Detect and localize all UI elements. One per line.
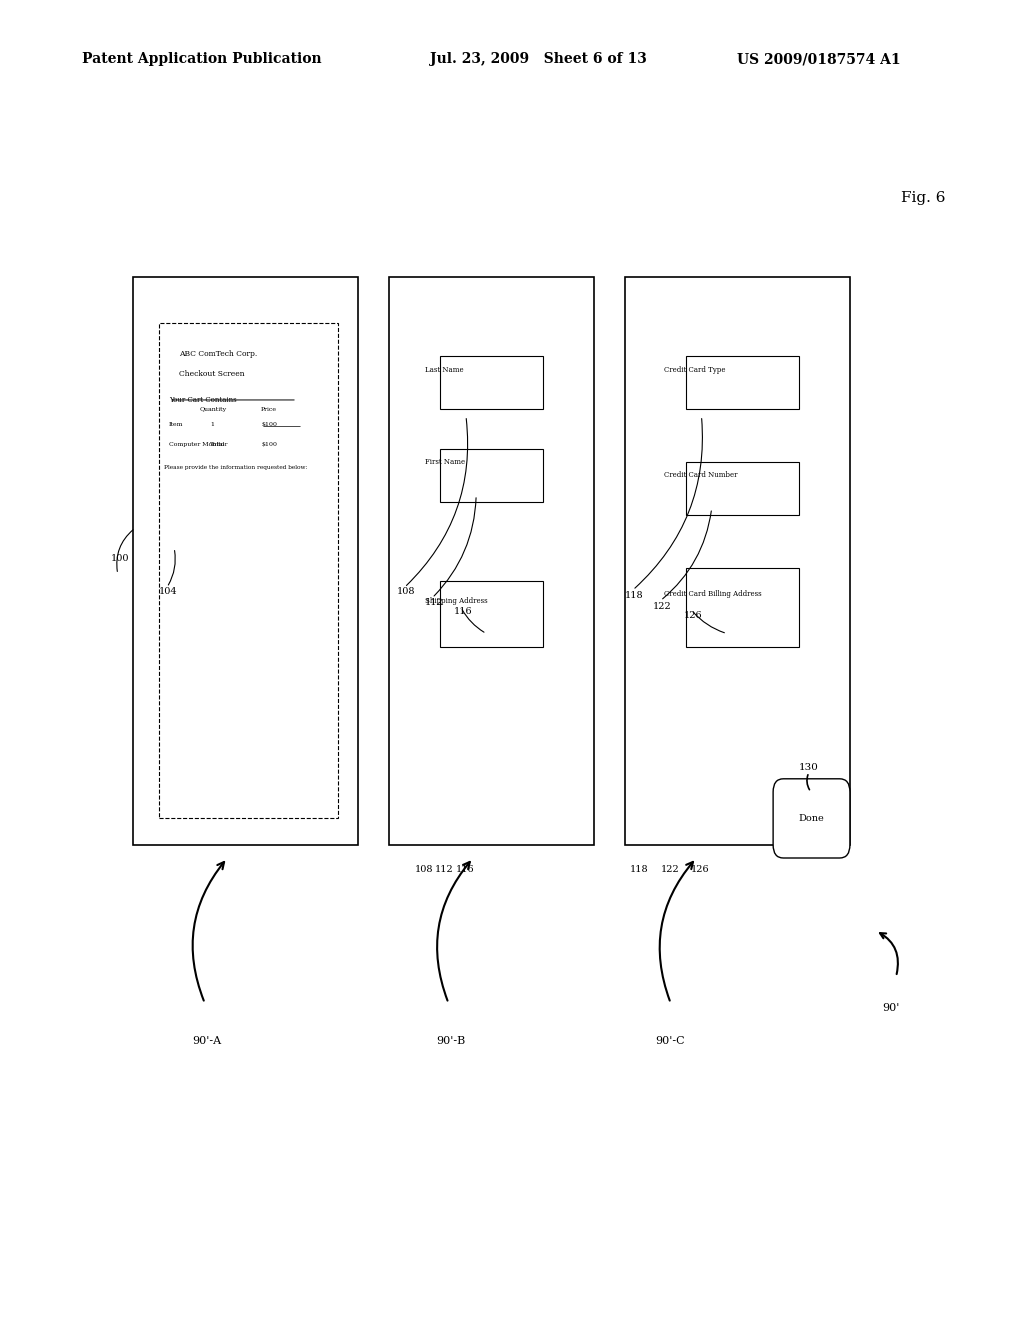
- FancyBboxPatch shape: [133, 277, 358, 845]
- Text: Patent Application Publication: Patent Application Publication: [82, 53, 322, 66]
- Text: Computer Monitor: Computer Monitor: [169, 442, 227, 447]
- Text: Jul. 23, 2009   Sheet 6 of 13: Jul. 23, 2009 Sheet 6 of 13: [430, 53, 647, 66]
- Text: $100: $100: [261, 442, 278, 447]
- Text: 126: 126: [691, 865, 710, 874]
- Text: 118: 118: [625, 591, 643, 601]
- Text: 100: 100: [111, 554, 129, 564]
- Text: Checkout Screen: Checkout Screen: [179, 370, 245, 378]
- Text: ABC ComTech Corp.: ABC ComTech Corp.: [179, 350, 257, 358]
- Text: Last Name: Last Name: [425, 366, 464, 374]
- Text: 90'-C: 90'-C: [655, 1036, 685, 1047]
- Text: Credit Card Number: Credit Card Number: [664, 471, 737, 479]
- Text: Done: Done: [799, 814, 824, 822]
- Text: Please provide the information requested below:: Please provide the information requested…: [164, 465, 307, 470]
- Text: 122: 122: [660, 865, 679, 874]
- Text: Price: Price: [261, 407, 278, 412]
- Text: 90': 90': [883, 1003, 900, 1014]
- Text: Item: Item: [169, 422, 183, 428]
- Text: 90'-A: 90'-A: [193, 1036, 221, 1047]
- Text: 130: 130: [799, 763, 818, 772]
- Bar: [159, 323, 338, 818]
- Text: Credit Card Billing Address: Credit Card Billing Address: [664, 590, 761, 598]
- Text: Quantity: Quantity: [200, 407, 226, 412]
- Text: 126: 126: [684, 611, 702, 620]
- Text: 112: 112: [425, 598, 443, 607]
- Bar: [389, 277, 594, 845]
- Text: $100: $100: [261, 422, 278, 428]
- Text: US 2009/0187574 A1: US 2009/0187574 A1: [737, 53, 901, 66]
- Text: First Name: First Name: [425, 458, 465, 466]
- Bar: [686, 462, 799, 515]
- Text: 116: 116: [454, 607, 472, 616]
- Bar: [440, 356, 543, 409]
- Text: 116: 116: [456, 865, 474, 874]
- FancyBboxPatch shape: [773, 779, 850, 858]
- Bar: [440, 449, 543, 502]
- Text: Credit Card Type: Credit Card Type: [664, 366, 725, 374]
- Bar: [625, 277, 850, 845]
- Text: 108: 108: [397, 587, 416, 597]
- Bar: [440, 581, 543, 647]
- Text: 1: 1: [210, 422, 214, 428]
- Text: 90'-B: 90'-B: [436, 1036, 466, 1047]
- Text: Shipping Address: Shipping Address: [425, 597, 487, 605]
- Text: Total: Total: [210, 442, 225, 447]
- Bar: [686, 356, 799, 409]
- Text: 112: 112: [435, 865, 454, 874]
- Text: Fig. 6: Fig. 6: [901, 191, 945, 205]
- Text: Your Cart Contains: Your Cart Contains: [169, 396, 237, 404]
- Text: 122: 122: [653, 602, 672, 611]
- Text: 104: 104: [159, 587, 177, 597]
- Text: 108: 108: [415, 865, 433, 874]
- Bar: [686, 568, 799, 647]
- Text: 118: 118: [630, 865, 648, 874]
